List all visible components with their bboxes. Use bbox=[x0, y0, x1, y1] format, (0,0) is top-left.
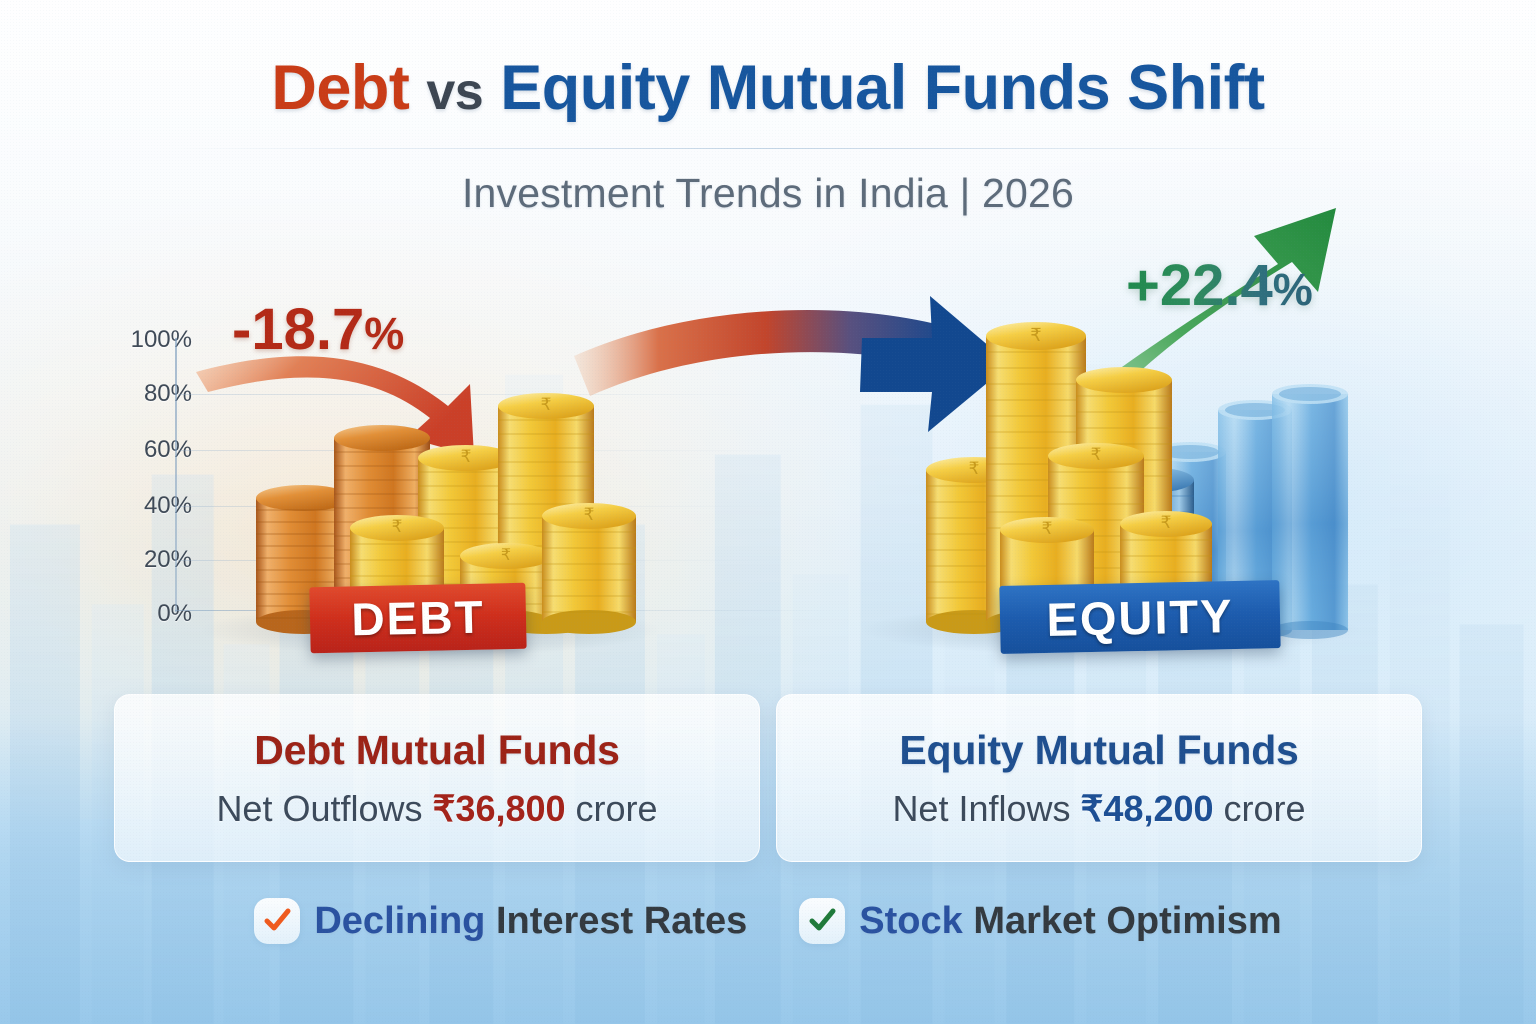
debt-card-value: Net Outflows ₹36,800 crore bbox=[216, 788, 657, 830]
equity-card-amount: 48,200 bbox=[1103, 787, 1214, 829]
driver-label-1-rest: Interest Rates bbox=[485, 899, 748, 942]
debt-percent-value: 18.7 bbox=[251, 297, 365, 362]
y-tick-100: 100% bbox=[130, 326, 192, 353]
rupee-icon: ₹ bbox=[1080, 787, 1104, 829]
debt-percent-sign: - bbox=[232, 297, 252, 362]
equity-card-title: Equity Mutual Funds bbox=[899, 726, 1299, 773]
y-axis-labels: 100% 80% 60% 40% 20% 0% bbox=[96, 326, 216, 627]
y-tick-40: 40% bbox=[143, 492, 192, 519]
title-divider bbox=[170, 148, 1366, 149]
debt-percent-unit: % bbox=[364, 308, 405, 359]
equity-summary-card: Equity Mutual Funds Net Inflows ₹48,200 … bbox=[776, 694, 1422, 862]
debt-card-suffix: crore bbox=[565, 787, 658, 829]
equity-card-prefix: Net Inflows bbox=[892, 787, 1081, 829]
debt-card-title: Debt Mutual Funds bbox=[254, 726, 620, 773]
y-tick-80: 80% bbox=[143, 380, 192, 407]
equity-card-value: Net Inflows ₹48,200 crore bbox=[892, 788, 1305, 830]
check-icon bbox=[799, 898, 846, 944]
title-vs-word: vs bbox=[426, 63, 484, 121]
debt-summary-card: Debt Mutual Funds Net Outflows ₹36,800 c… bbox=[114, 694, 760, 862]
check-icon bbox=[254, 898, 301, 944]
debt-card-amount: 36,800 bbox=[455, 787, 566, 829]
driver-item-stock-market-optimism: Stock Market Optimism bbox=[799, 898, 1282, 944]
y-tick-20: 20% bbox=[143, 546, 192, 573]
driver-label-1: Declining Interest Rates bbox=[314, 900, 747, 943]
title-debt-word: Debt bbox=[271, 53, 410, 123]
gridline-80 bbox=[178, 394, 798, 395]
page-subtitle: Investment Trends in India | 2026 bbox=[461, 170, 1075, 216]
debt-card-prefix: Net Outflows bbox=[216, 787, 433, 829]
driver-label-2-rest: Market Optimism bbox=[962, 899, 1282, 942]
rupee-icon: ₹ bbox=[432, 787, 456, 829]
x-axis-line bbox=[175, 610, 1375, 611]
y-axis-line bbox=[175, 338, 177, 612]
driver-label-2-lead: Stock bbox=[859, 899, 963, 942]
driver-label-2: Stock Market Optimism bbox=[859, 900, 1281, 943]
y-tick-0: 0% bbox=[157, 600, 192, 627]
title-equity-phrase: Equity Mutual Funds Shift bbox=[500, 53, 1265, 123]
debt-percent-change: -18.7% bbox=[232, 296, 404, 363]
y-tick-60: 60% bbox=[143, 436, 192, 463]
driver-item-declining-interest-rates: Declining Interest Rates bbox=[254, 898, 747, 944]
page-title: Debt vs Equity Mutual Funds Shift bbox=[0, 52, 1536, 124]
driver-label-1-lead: Declining bbox=[314, 899, 486, 942]
equity-card-suffix: crore bbox=[1213, 787, 1306, 829]
key-drivers-row: Declining Interest Rates Stock Market Op… bbox=[0, 898, 1536, 944]
